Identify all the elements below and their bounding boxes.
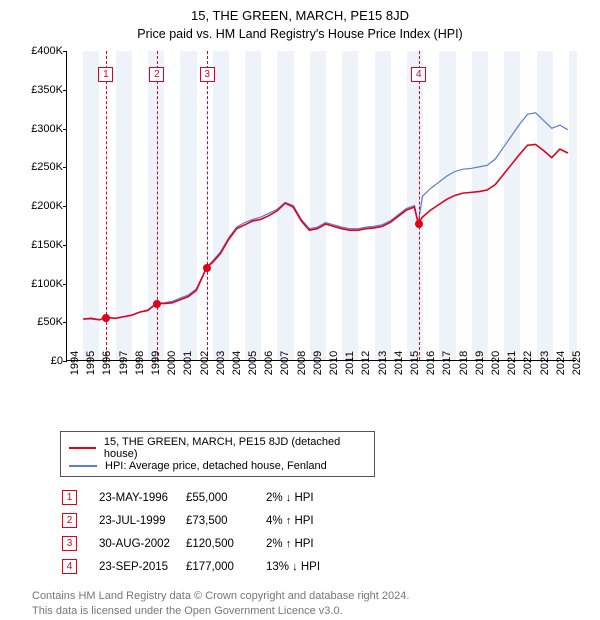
x-tick: 1999 bbox=[148, 351, 162, 375]
sale-marker-box: 4 bbox=[411, 67, 426, 82]
sales-row: 3 30-AUG-2002£120,5002% ↑ HPI bbox=[62, 533, 334, 554]
y-tick: £200K bbox=[31, 200, 63, 212]
x-tick: 2015 bbox=[407, 351, 421, 375]
x-tick: 1996 bbox=[99, 351, 113, 375]
x-tick: 2024 bbox=[553, 351, 567, 375]
sale-marker-line bbox=[419, 51, 420, 360]
sale-price: £73,500 bbox=[186, 510, 264, 531]
x-tick: 2003 bbox=[213, 351, 227, 375]
credits-line: Contains HM Land Registry data © Crown c… bbox=[32, 589, 584, 604]
sale-diff: 13% ↓ HPI bbox=[266, 556, 334, 577]
x-tick: 2017 bbox=[439, 351, 453, 375]
x-tick: 2007 bbox=[277, 351, 291, 375]
y-tick: £400K bbox=[31, 45, 63, 57]
x-tick: 2005 bbox=[245, 351, 259, 375]
x-tick: 2019 bbox=[472, 351, 486, 375]
plot-region: 1234 £0£50K£100K£150K£200K£250K£300K£350… bbox=[66, 51, 576, 361]
sale-date: 23-SEP-2015 bbox=[99, 556, 184, 577]
legend-item: 15, THE GREEN, MARCH, PE15 8JD (detached… bbox=[69, 436, 366, 460]
chart-subtitle: Price paid vs. HM Land Registry's House … bbox=[16, 27, 584, 41]
sale-date: 30-AUG-2002 bbox=[99, 533, 184, 554]
x-tick: 1994 bbox=[67, 351, 81, 375]
chart-area: 1 2 3 4 £0 £50K £100K £150K £200K £250K £300K £350… bbox=[16, 51, 576, 391]
sale-marker-box: 3 bbox=[200, 67, 215, 82]
chart-title: 15, THE GREEN, MARCH, PE15 8JD bbox=[16, 8, 584, 23]
x-tick: 2012 bbox=[358, 351, 372, 375]
legend-item: HPI: Average price, detached house, Fenl… bbox=[69, 460, 366, 472]
x-tick: 2002 bbox=[197, 351, 211, 375]
x-tick: 2023 bbox=[537, 351, 551, 375]
sale-price: £55,000 bbox=[186, 487, 264, 508]
sale-marker-dot bbox=[203, 264, 211, 272]
sale-date: 23-JUL-1999 bbox=[99, 510, 184, 531]
x-tick: 2020 bbox=[488, 351, 502, 375]
arrow-icon: ↑ bbox=[286, 538, 292, 550]
legend-swatch bbox=[69, 447, 96, 449]
sale-index-box: 3 bbox=[62, 536, 77, 551]
y-tick: £100K bbox=[31, 278, 63, 290]
sale-diff: 4% ↑ HPI bbox=[266, 510, 334, 531]
x-tick: 1995 bbox=[83, 351, 97, 375]
x-tick: 2016 bbox=[423, 351, 437, 375]
arrow-icon: ↓ bbox=[292, 561, 298, 573]
sale-marker-dot bbox=[102, 314, 110, 322]
x-tick: 2006 bbox=[261, 351, 275, 375]
x-tick: 2021 bbox=[504, 351, 518, 375]
sale-index-box: 1 bbox=[62, 490, 77, 505]
legend-swatch bbox=[69, 465, 97, 466]
credits-line: This data is licensed under the Open Gov… bbox=[32, 604, 584, 619]
y-tick: £350K bbox=[31, 84, 63, 96]
x-tick: 2008 bbox=[294, 351, 308, 375]
x-tick: 2018 bbox=[456, 351, 470, 375]
sale-marker-box: 1 bbox=[98, 67, 113, 82]
y-tick: £300K bbox=[31, 123, 63, 135]
x-tick: 2010 bbox=[326, 351, 340, 375]
sale-marker-box: 2 bbox=[149, 67, 164, 82]
legend: 15, THE GREEN, MARCH, PE15 8JD (detached… bbox=[60, 431, 375, 477]
sale-marker-line bbox=[157, 51, 158, 360]
sales-table: 123-MAY-1996£55,0002% ↓ HPI223-JUL-1999£… bbox=[60, 485, 336, 579]
sale-diff: 2% ↑ HPI bbox=[266, 533, 334, 554]
sale-marker-dot bbox=[153, 300, 161, 308]
sale-marker-dot bbox=[415, 220, 423, 228]
x-tick: 2001 bbox=[180, 351, 194, 375]
x-tick: 1997 bbox=[116, 351, 130, 375]
y-tick: £50K bbox=[37, 316, 63, 328]
y-tick: £150K bbox=[31, 239, 63, 251]
sale-date: 23-MAY-1996 bbox=[99, 487, 184, 508]
sales-row: 2 23-JUL-1999£73,5004% ↑ HPI bbox=[62, 510, 334, 531]
y-tick: £250K bbox=[31, 161, 63, 173]
x-tick: 2022 bbox=[520, 351, 534, 375]
sale-price: £177,000 bbox=[186, 556, 264, 577]
sale-index-box: 2 bbox=[62, 513, 77, 528]
credits: Contains HM Land Registry data © Crown c… bbox=[32, 589, 584, 619]
arrow-icon: ↓ bbox=[286, 492, 292, 504]
sale-marker-line bbox=[207, 51, 208, 360]
arrow-icon: ↑ bbox=[286, 515, 292, 527]
x-tick: 2004 bbox=[229, 351, 243, 375]
sale-price: £120,500 bbox=[186, 533, 264, 554]
sale-diff: 2% ↓ HPI bbox=[266, 487, 334, 508]
legend-label: 15, THE GREEN, MARCH, PE15 8JD (detached… bbox=[104, 436, 366, 460]
sales-row: 1 23-MAY-1996£55,0002% ↓ HPI bbox=[62, 487, 334, 508]
y-tick: £0 bbox=[51, 355, 63, 367]
x-tick: 2013 bbox=[375, 351, 389, 375]
legend-label: HPI: Average price, detached house, Fenl… bbox=[105, 460, 327, 472]
sale-index-box: 4 bbox=[62, 559, 77, 574]
x-tick: 2009 bbox=[310, 351, 324, 375]
x-tick: 1998 bbox=[132, 351, 146, 375]
x-tick: 2025 bbox=[569, 351, 583, 375]
x-tick: 2011 bbox=[342, 351, 356, 375]
sales-row: 4 23-SEP-2015£177,00013% ↓ HPI bbox=[62, 556, 334, 577]
x-tick: 2014 bbox=[391, 351, 405, 375]
x-tick: 2000 bbox=[164, 351, 178, 375]
